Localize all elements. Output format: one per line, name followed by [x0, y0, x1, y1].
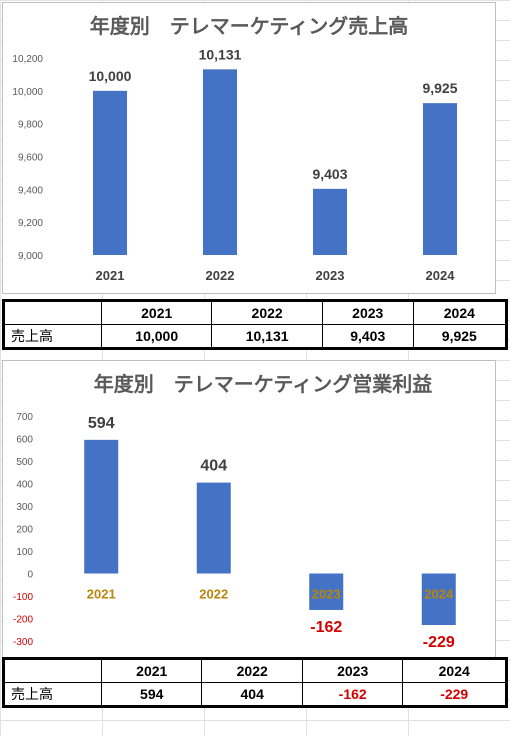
- bar: [84, 439, 119, 574]
- bar: [309, 573, 344, 610]
- y-tick-label: -200: [13, 615, 33, 626]
- sales-chart[interactable]: 年度別 テレマーケティング売上高 9,000 9,200 9,400 9,600 9,8…: [2, 2, 496, 294]
- bar: [313, 188, 347, 255]
- table-header-row: 2021 2022 2023 2024: [3, 300, 508, 325]
- data-label: -162: [310, 619, 342, 636]
- data-label: 404: [200, 458, 227, 475]
- table-header-cell: 2023: [301, 658, 404, 683]
- table-header-cell: 2021: [100, 300, 213, 325]
- y-tick-label: 100: [16, 547, 33, 558]
- y-tick-label: 9,000: [18, 251, 43, 262]
- x-tick-label: 2022: [199, 587, 228, 602]
- data-label: -229: [423, 634, 455, 651]
- data-label: 594: [88, 415, 115, 432]
- table-cell: 9,925: [412, 324, 508, 349]
- x-tick-label: 2021: [96, 268, 125, 283]
- table-cell: -229: [402, 682, 507, 707]
- table-header-cell: 2023: [321, 300, 414, 325]
- chart-title: 年度別 テレマーケティング売上高: [90, 14, 408, 38]
- x-tick-label: 2024: [426, 268, 456, 283]
- y-tick-label: 300: [16, 502, 33, 513]
- y-tick-label: 10,000: [12, 87, 43, 98]
- bar: [421, 573, 456, 626]
- sales-table: 2021 2022 2023 2024 売上高 10,000 10,131 9,…: [2, 299, 508, 350]
- data-label: 9,925: [422, 80, 457, 96]
- data-label: 10,131: [199, 46, 242, 62]
- x-tick-label: 2023: [316, 268, 345, 283]
- y-tick-label: 0: [27, 570, 33, 581]
- data-label: 9,403: [312, 166, 347, 182]
- table-header-cell: 2022: [211, 300, 323, 325]
- y-tick-label: -100: [13, 592, 33, 603]
- row-label: 売上高: [3, 682, 102, 707]
- table-header-cell: 2024: [402, 658, 507, 683]
- y-tick-label: 700: [16, 412, 33, 423]
- data-label: 10,000: [89, 68, 132, 84]
- y-tick-label: 9,600: [18, 153, 43, 164]
- table-header-row: 2021 2022 2023 2024: [3, 658, 507, 683]
- bar: [423, 103, 457, 255]
- table-cell: 9,403: [321, 324, 414, 349]
- y-tick-label: 9,800: [18, 120, 43, 131]
- table-header-cell: 2024: [412, 300, 508, 325]
- y-tick-label: 400: [16, 480, 33, 491]
- y-tick-label: -300: [13, 637, 33, 648]
- bar: [203, 69, 237, 255]
- table-cell: 404: [201, 682, 303, 707]
- row-label: 売上高: [3, 324, 102, 349]
- x-tick-label: 2023: [312, 587, 341, 602]
- table-cell: 594: [100, 682, 203, 707]
- bar: [93, 90, 127, 255]
- table-row: 売上高 594 404 -162 -229: [3, 682, 507, 707]
- x-tick-label: 2022: [206, 268, 235, 283]
- table-corner-cell: [3, 658, 102, 683]
- profit-chart-svg: 年度別 テレマーケティング営業利益 -300 -200 -100 0 100 200 300…: [13, 372, 456, 651]
- table-cell: -162: [301, 682, 404, 707]
- sales-chart-svg: 年度別 テレマーケティング売上高 9,000 9,200 9,400 9,600 9,8…: [12, 14, 457, 283]
- y-tick-label: 500: [16, 457, 33, 468]
- x-tick-label: 2021: [87, 587, 116, 602]
- profit-table: 2021 2022 2023 2024 売上高 594 404 -162 -22…: [2, 657, 508, 708]
- table-corner-cell: [3, 300, 102, 325]
- y-tick-label: 9,200: [18, 218, 43, 229]
- table-cell: 10,000: [100, 324, 213, 349]
- y-tick-label: 10,200: [12, 54, 43, 65]
- chart-title: 年度別 テレマーケティング営業利益: [94, 372, 432, 396]
- table-header-cell: 2022: [201, 658, 303, 683]
- table-header-cell: 2021: [100, 658, 203, 683]
- bar: [196, 482, 231, 574]
- y-tick-label: 600: [16, 435, 33, 446]
- y-tick-label: 200: [16, 525, 33, 536]
- table-cell: 10,131: [211, 324, 323, 349]
- table-row: 売上高 10,000 10,131 9,403 9,925: [3, 324, 508, 349]
- profit-chart[interactable]: 年度別 テレマーケティング営業利益 -300 -200 -100 0 100 200 300…: [2, 360, 496, 658]
- y-tick-label: 9,400: [18, 185, 43, 196]
- x-tick-label: 2024: [424, 587, 454, 602]
